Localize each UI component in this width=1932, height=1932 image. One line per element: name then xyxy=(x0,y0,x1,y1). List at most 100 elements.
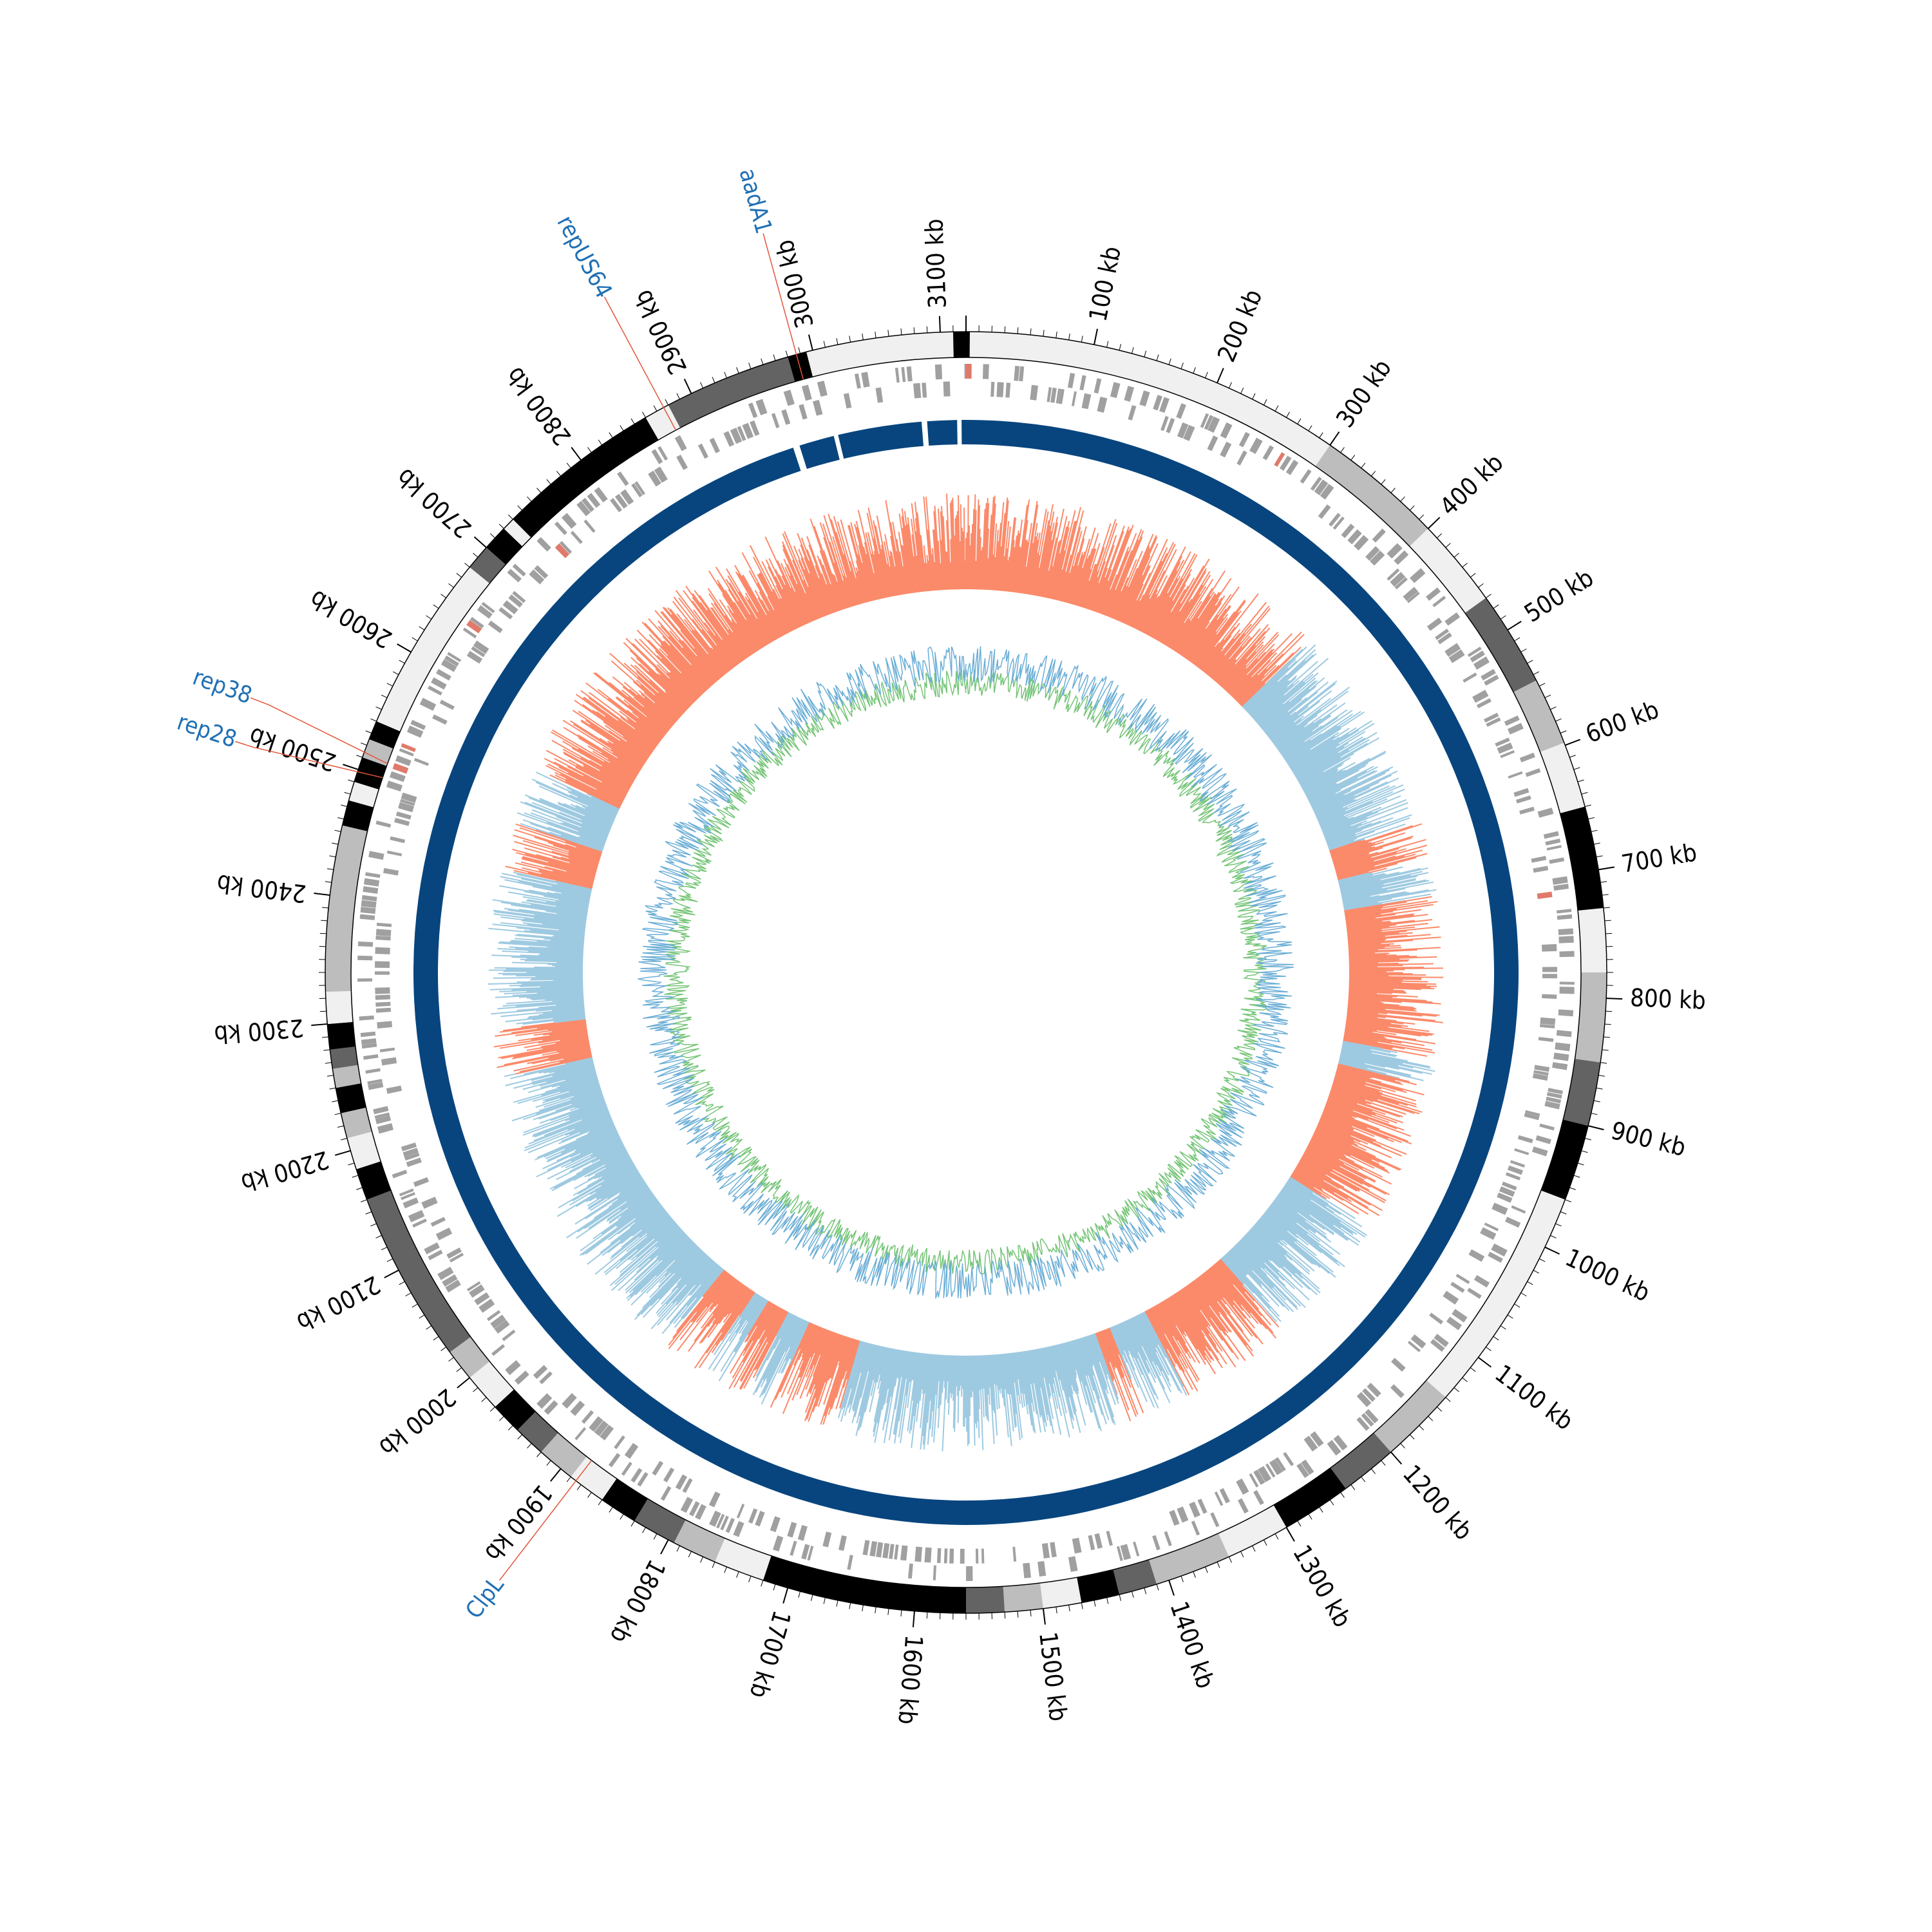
gc-skew-bar xyxy=(556,913,587,919)
tick-label: 3100 kb xyxy=(920,218,952,309)
cds-feature xyxy=(755,1511,765,1527)
cds-feature xyxy=(508,594,523,608)
gc-skew-bar xyxy=(1185,1285,1233,1354)
gc-skew-bar xyxy=(632,1236,690,1291)
gc-skew-bar xyxy=(630,1242,695,1306)
cds-feature xyxy=(412,1218,427,1228)
cds-feature xyxy=(1549,857,1565,864)
gc-skew-bar xyxy=(526,1038,589,1052)
gc-skew-bar xyxy=(1204,1271,1264,1345)
gc-skew-bar xyxy=(900,1352,914,1443)
gc-skew-bar xyxy=(1242,1237,1279,1273)
cds-feature xyxy=(1484,674,1499,686)
gc-skew-bar xyxy=(1194,1279,1220,1312)
gc-skew-bar xyxy=(608,730,649,759)
minor-tick xyxy=(1274,405,1279,412)
gc-skew-bar xyxy=(1244,1235,1272,1262)
gc-skew-bar xyxy=(1270,1204,1320,1243)
gc-skew-bar xyxy=(545,1127,616,1160)
gc-skew-bar xyxy=(636,629,701,697)
gc-skew-bar xyxy=(1287,1180,1341,1215)
gc-skew-bar xyxy=(980,1355,985,1417)
gc-skew-bar xyxy=(1074,1340,1087,1376)
gc-skew-bar xyxy=(1311,1137,1351,1157)
cds-feature xyxy=(1176,403,1186,419)
gc-skew-bar xyxy=(757,612,775,641)
gc-skew-bar xyxy=(605,1218,673,1276)
gc-skew-bar xyxy=(603,721,652,755)
minor-tick xyxy=(332,842,339,845)
gc-skew-bar xyxy=(1126,1320,1147,1361)
gc-skew-bar xyxy=(1347,1010,1379,1015)
gc-skew-bar xyxy=(942,516,948,590)
gc-skew-bar xyxy=(1020,522,1032,594)
gc-skew-bar xyxy=(1274,1198,1328,1238)
gc-skew-bar xyxy=(1177,594,1217,654)
gc-skew-bar xyxy=(656,1255,709,1314)
cds-feature xyxy=(402,1148,419,1157)
gc-skew-bar xyxy=(935,1354,940,1396)
cds-feature xyxy=(787,1522,797,1538)
gc-skew-bar xyxy=(513,1077,598,1103)
gc-skew-bar xyxy=(992,1354,998,1410)
gc-skew-bar xyxy=(1050,521,1070,600)
gc-skew-bar xyxy=(1072,1340,1100,1429)
minor-tick xyxy=(386,1258,393,1262)
gc-skew-bar xyxy=(925,563,931,591)
cds-feature xyxy=(1327,1440,1341,1456)
gc-skew-bar xyxy=(757,597,781,638)
gc-skew-bar xyxy=(1294,746,1345,777)
gc-skew-bar xyxy=(1181,1288,1236,1368)
gc-skew-bar xyxy=(542,1083,600,1101)
gc-skew-bar xyxy=(757,574,789,634)
minor-tick xyxy=(598,439,603,446)
gc-skew-bar xyxy=(1162,571,1207,644)
gc-skew-bar xyxy=(940,540,945,591)
minor-tick xyxy=(1569,1187,1576,1190)
gc-skew-bar xyxy=(568,852,600,863)
gc-skew-bar xyxy=(910,1352,922,1430)
gene-label-clpl: ClpL xyxy=(460,1572,509,1624)
cds-feature xyxy=(357,941,374,947)
gc-skew-bar xyxy=(581,819,611,832)
cds-feature xyxy=(406,725,424,738)
gc-skew-bar xyxy=(880,549,892,597)
gc-skew-bar xyxy=(940,1354,945,1405)
gc-skew-bar xyxy=(569,862,597,871)
contig-block xyxy=(762,1555,966,1613)
gc-skew-bar xyxy=(1347,1005,1386,1010)
cds-feature xyxy=(723,431,735,447)
cds-feature xyxy=(419,697,437,711)
gc-skew-bar xyxy=(583,775,626,799)
gc-skew-bar xyxy=(855,567,867,603)
cds-feature xyxy=(1525,768,1541,777)
gc-skew-bar xyxy=(608,742,644,766)
gc-skew-bar xyxy=(951,500,955,590)
gc-skew-bar xyxy=(1115,1325,1135,1370)
gc-skew-bar xyxy=(1083,1336,1094,1365)
gc-skew-bar xyxy=(524,1036,589,1048)
minor-tick xyxy=(1370,1468,1376,1474)
gc-skew-bar xyxy=(1093,526,1125,612)
blast-alignment-ring xyxy=(413,420,1519,1525)
gc-skew-bar xyxy=(563,751,630,790)
major-tick xyxy=(1285,1527,1295,1542)
gc-skew-bar xyxy=(814,1332,835,1385)
gc-skew-bar xyxy=(1078,569,1092,607)
gc-skew-bar xyxy=(937,1354,943,1409)
minor-tick xyxy=(498,1416,504,1421)
gc-skew-bar xyxy=(1346,920,1383,927)
cds-feature xyxy=(1534,1065,1550,1072)
gc-skew-bar xyxy=(1348,999,1384,1004)
gc-skew-bar xyxy=(1323,802,1408,836)
contig-block xyxy=(325,990,354,1025)
gc-skew-bar xyxy=(1273,687,1350,744)
gc-skew-bar xyxy=(657,1260,715,1326)
gc-skew-bar xyxy=(842,580,853,607)
gc-skew-bar xyxy=(1349,960,1408,963)
gc-skew-bar xyxy=(542,1133,619,1170)
gc-skew-bar xyxy=(1338,871,1369,880)
gc-skew-bar xyxy=(538,1034,589,1044)
gc-skew-bar xyxy=(1259,701,1290,727)
gc-skew-bar xyxy=(800,557,826,617)
